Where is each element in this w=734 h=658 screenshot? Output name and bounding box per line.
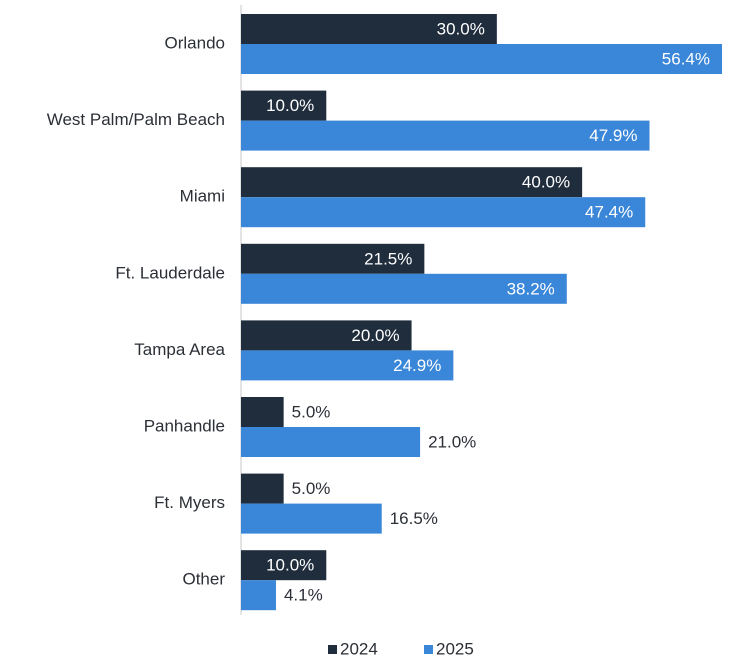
bar: [241, 580, 276, 611]
value-label: 30.0%: [437, 19, 485, 38]
bar: [241, 120, 650, 151]
value-label: 20.0%: [351, 326, 399, 345]
category-label: Panhandle: [144, 416, 225, 435]
bar: [241, 550, 327, 581]
bar: [241, 14, 497, 44]
category-label: Orlando: [165, 33, 225, 52]
value-label: 40.0%: [522, 173, 570, 192]
value-label: 10.0%: [266, 96, 314, 115]
category-label: Ft. Lauderdale: [115, 263, 225, 282]
legend-swatch: [328, 645, 337, 654]
category-label: Ft. Myers: [154, 493, 225, 512]
bar: [241, 243, 425, 274]
bar: [241, 273, 567, 304]
bar: [241, 427, 421, 457]
legend-label: 2024: [340, 639, 378, 658]
bar: [241, 397, 284, 427]
bar: [241, 44, 722, 74]
value-label: 21.0%: [428, 432, 476, 451]
bar: [241, 167, 583, 198]
value-label: 47.4%: [585, 203, 633, 222]
legend-label: 2025: [436, 639, 474, 658]
bar: [241, 503, 382, 534]
value-label: 5.0%: [292, 479, 331, 498]
bar: [241, 350, 454, 381]
value-label: 56.4%: [662, 49, 710, 68]
category-label: West Palm/Palm Beach: [47, 110, 225, 129]
category-label: Tampa Area: [134, 340, 225, 359]
category-label: Other: [182, 570, 225, 589]
value-label: 21.5%: [364, 249, 412, 268]
value-label: 4.1%: [284, 586, 323, 605]
value-label: 10.0%: [266, 556, 314, 575]
category-label: Miami: [180, 187, 225, 206]
bar: [241, 197, 646, 228]
value-label: 5.0%: [292, 402, 331, 421]
legend-swatch: [424, 645, 433, 654]
bar: [241, 473, 284, 504]
value-label: 47.9%: [589, 126, 637, 145]
value-label: 24.9%: [393, 356, 441, 375]
value-label: 38.2%: [507, 279, 555, 298]
bar: [241, 320, 412, 351]
bar: [241, 90, 327, 121]
value-label: 16.5%: [390, 509, 438, 528]
